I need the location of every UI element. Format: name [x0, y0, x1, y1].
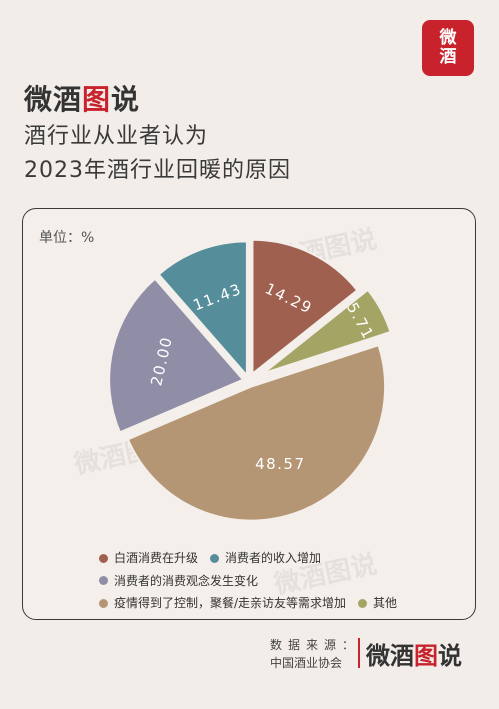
chart-legend: 白酒消费在升级 消费者的收入增加消费者的消费观念发生变化疫情得到了控制，聚餐/走亲…	[99, 547, 469, 615]
pie-slice-2	[126, 343, 387, 522]
title-line2: 2023年酒行业回暖的原因	[24, 158, 291, 183]
legend-label-3: 疫情得到了控制，聚餐/走亲访友等需求增加	[114, 596, 347, 610]
footer-brand-part2: 图	[414, 642, 438, 670]
legend-swatch-1	[210, 553, 220, 563]
brand-part2: 图	[82, 83, 112, 116]
footer-brand-logo: 微酒图说	[366, 636, 462, 671]
legend-label-4: 其他	[373, 596, 398, 610]
chart-card: 单位：% 微酒图说 微酒图说 微酒图说 14.29 5.71 48.57 20.00 1…	[22, 208, 476, 620]
legend-swatch-4	[358, 598, 368, 608]
legend-item-1: 消费者的收入增加	[210, 547, 321, 569]
seal-text-bottom: 酒	[439, 47, 457, 67]
pie-slice-3	[108, 277, 245, 434]
source-value: 中国酒业协会	[270, 656, 343, 670]
legend-label-0: 白酒消费在升级	[114, 551, 199, 565]
pie-label-2: 48.57	[255, 455, 305, 473]
legend-label-1: 消费者的收入增加	[225, 551, 322, 565]
pie-slice-1	[262, 288, 392, 375]
seal-text-top: 微	[439, 28, 457, 48]
page-title: 酒行业从业者认为 2023年酒行业回暖的原因	[24, 120, 464, 188]
brand-part1: 微酒	[24, 83, 83, 116]
legend-item-3: 疫情得到了控制，聚餐/走亲访友等需求增加	[99, 592, 346, 614]
footer-brand-part3: 说	[438, 642, 462, 670]
data-source: 数据来源： 中国酒业协会	[270, 636, 360, 672]
legend-swatch-3	[99, 598, 108, 608]
brand-part3: 说	[111, 83, 141, 116]
pie-slice-4	[157, 240, 248, 379]
brand-seal: 微 酒	[422, 20, 474, 76]
title-line1: 酒行业从业者认为	[24, 124, 209, 149]
legend-item-2: 消费者的消费观念发生变化	[99, 570, 258, 592]
legend-item-0: 白酒消费在升级	[99, 547, 198, 569]
legend-label-2: 消费者的消费观念发生变化	[114, 573, 259, 588]
brand-logo: 微酒图说	[24, 78, 140, 118]
legend-item-4: 其他	[358, 592, 397, 614]
source-label: 数据来源：	[270, 638, 361, 652]
legend-swatch-2	[99, 576, 108, 585]
legend-swatch-0	[99, 553, 108, 563]
footer-divider	[358, 638, 360, 668]
unit-label: 单位：%	[39, 230, 95, 246]
pie-slice-0	[251, 238, 359, 376]
footer-brand-part1: 微酒	[366, 642, 414, 670]
